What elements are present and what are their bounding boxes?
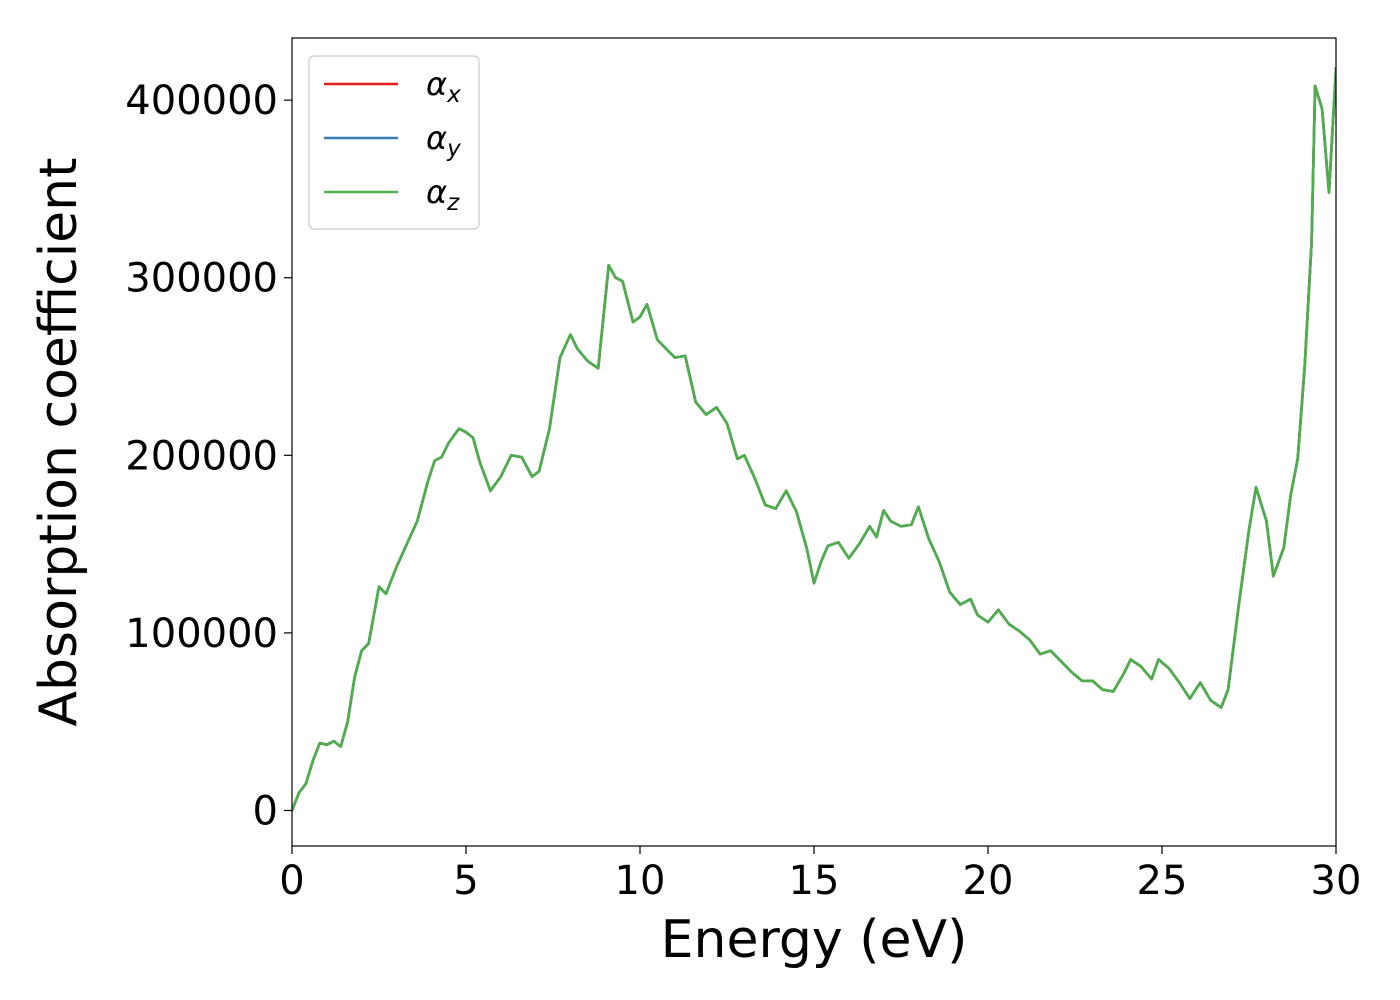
y-tick-label: 100000 <box>125 611 278 657</box>
series-line-3 <box>292 66 1336 812</box>
series-layer <box>292 66 1336 812</box>
legend-label-x: αx <box>426 65 461 108</box>
y-tick-label: 0 <box>253 788 278 834</box>
y-axis: 0 100000 200000 300000 400000 <box>125 78 292 834</box>
y-tick-label: 200000 <box>125 433 278 479</box>
y-tick-label: 300000 <box>125 256 278 302</box>
x-tick-label: 25 <box>1137 858 1188 904</box>
y-axis-label: Absorption coefficient <box>29 157 89 726</box>
legend: αx αy αz <box>308 55 480 230</box>
legend-label-z: αz <box>426 173 460 216</box>
x-axis: 0 5 10 15 20 25 30 <box>279 846 1361 904</box>
x-tick-label: 0 <box>279 858 304 904</box>
x-axis-label: Energy (eV) <box>661 910 968 970</box>
y-tick-label: 400000 <box>125 78 278 124</box>
x-tick-label: 10 <box>615 858 666 904</box>
x-tick-label: 15 <box>789 858 840 904</box>
x-tick-label: 20 <box>963 858 1014 904</box>
legend-box <box>308 55 480 230</box>
x-tick-label: 5 <box>453 858 478 904</box>
legend-label-y: αy <box>426 119 461 162</box>
x-tick-label: 30 <box>1311 858 1362 904</box>
